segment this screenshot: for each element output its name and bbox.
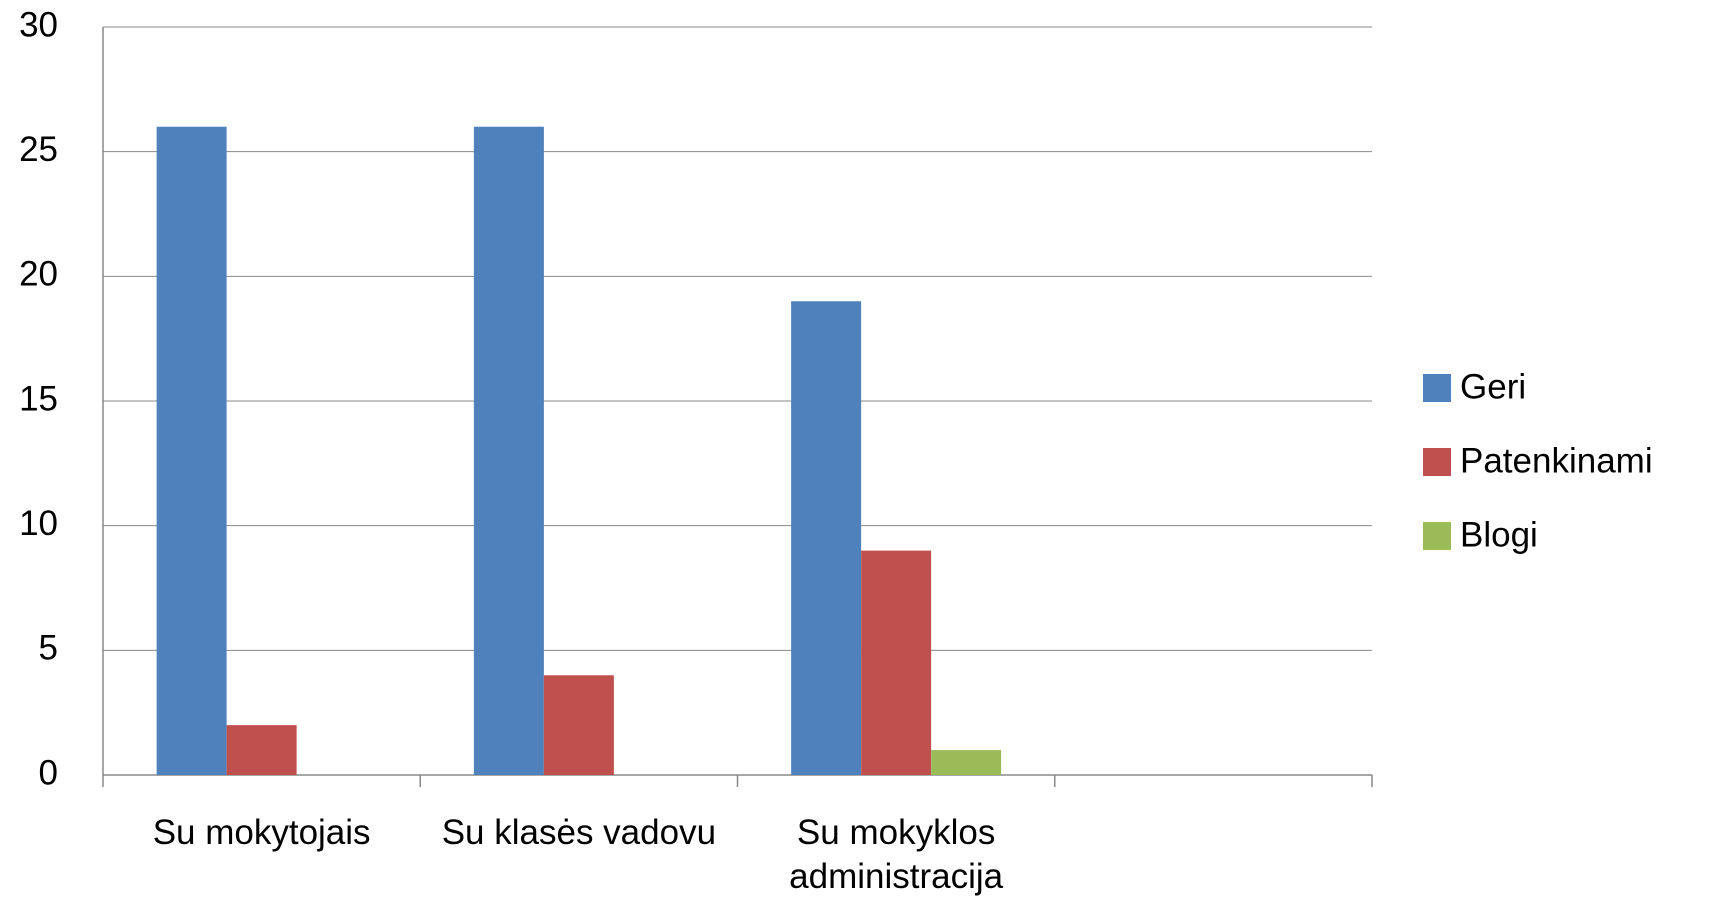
y-tick-label: 5 (39, 629, 58, 668)
bar (473, 126, 544, 775)
x-tick-label: Su klasės vadovu (441, 813, 717, 852)
x-tick-label: Su mokytojais (152, 813, 371, 852)
y-tick-label: 20 (19, 255, 58, 294)
y-tick-label: 0 (39, 753, 58, 792)
y-tick-label: 25 (19, 130, 58, 169)
legend-swatch (1423, 522, 1451, 550)
bar (226, 725, 297, 775)
bar (543, 675, 614, 775)
legend-swatch (1423, 448, 1451, 476)
y-tick-label: 15 (19, 379, 58, 418)
bar (156, 126, 227, 775)
legend-label: Blogi (1460, 515, 1538, 554)
y-tick-label: 30 (19, 5, 58, 44)
bar (861, 550, 932, 775)
y-tick-label: 10 (19, 504, 58, 543)
bar (791, 301, 862, 775)
bar (931, 750, 1002, 775)
legend-label: Geri (1460, 367, 1526, 406)
legend-label: Patenkinami (1460, 441, 1653, 480)
legend-swatch (1423, 374, 1451, 402)
x-tick-label: Su mokyklos administracija (789, 813, 1004, 896)
